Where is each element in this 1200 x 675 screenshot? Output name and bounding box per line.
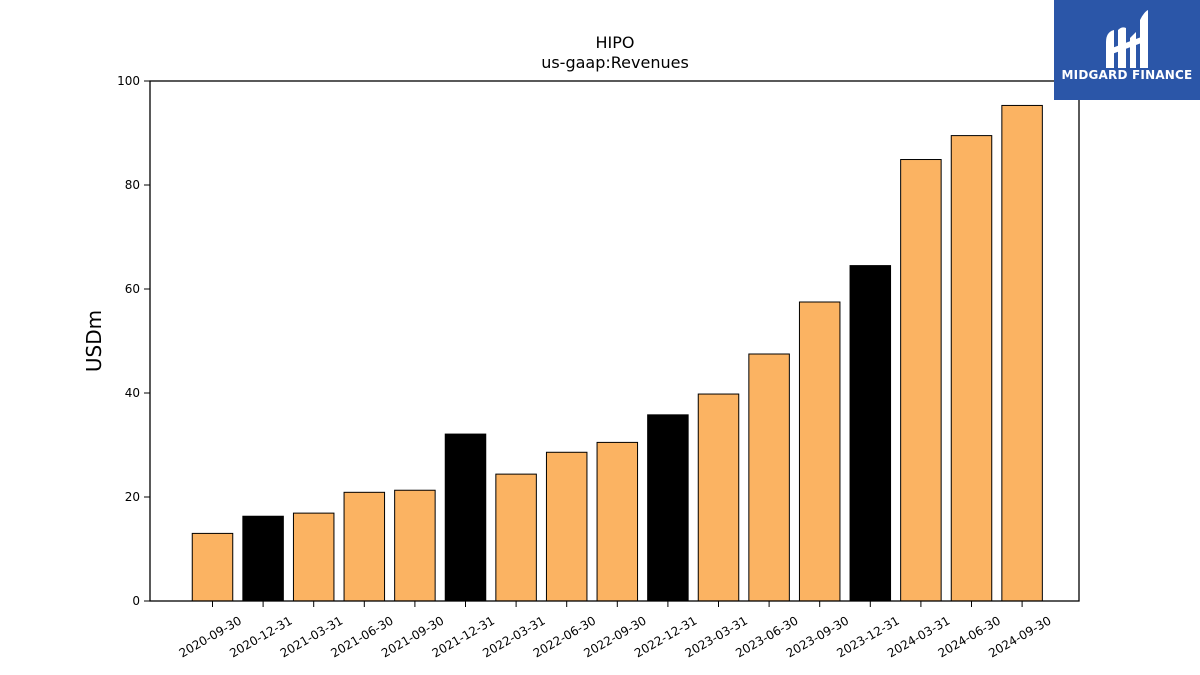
y-axis-label: USDm xyxy=(82,310,106,372)
bar-2022-09-30 xyxy=(596,441,639,602)
y-tick-label: 0 xyxy=(132,594,140,608)
bar-2021-03-31 xyxy=(292,512,335,602)
y-axis-ticks: 0 20 40 60 80 100 xyxy=(117,74,150,608)
x-axis-ticks: 2020-09-302020-12-312021-03-312021-06-30… xyxy=(177,601,1054,660)
bar-2024-06-30 xyxy=(950,135,993,602)
y-tick-label: 80 xyxy=(125,178,140,192)
bar-2021-09-30 xyxy=(394,489,436,602)
bar-2020-12-31 xyxy=(242,515,284,602)
y-tick-label: 100 xyxy=(117,74,140,88)
bar-2020-09-30 xyxy=(191,532,234,602)
logo-text: MIDGARD FINANCE xyxy=(1061,68,1193,82)
bar-2023-03-31 xyxy=(697,393,740,602)
midgard-logo-icon xyxy=(1106,10,1148,68)
y-tick-label: 20 xyxy=(125,490,140,504)
bar-2021-12-31 xyxy=(444,433,487,602)
midgard-finance-logo: MIDGARD FINANCE xyxy=(1054,0,1200,100)
plot-frame xyxy=(149,80,1080,602)
bar-2024-09-30 xyxy=(1001,104,1043,602)
bars-group xyxy=(191,104,1043,602)
chart-title: HIPO xyxy=(596,33,635,52)
chart-subtitle: us-gaap:Revenues xyxy=(541,53,689,72)
bar-2022-12-31 xyxy=(647,414,689,602)
bar-2024-03-31 xyxy=(900,159,942,602)
bar-2023-06-30 xyxy=(748,353,790,602)
y-tick-label: 40 xyxy=(125,386,140,400)
y-tick-label: 60 xyxy=(125,282,140,296)
bar-2023-12-31 xyxy=(849,265,892,602)
bar-2022-03-31 xyxy=(495,473,537,602)
bar-2023-09-30 xyxy=(798,301,841,602)
bar-2022-06-30 xyxy=(545,451,588,602)
bar-2021-06-30 xyxy=(343,491,386,602)
